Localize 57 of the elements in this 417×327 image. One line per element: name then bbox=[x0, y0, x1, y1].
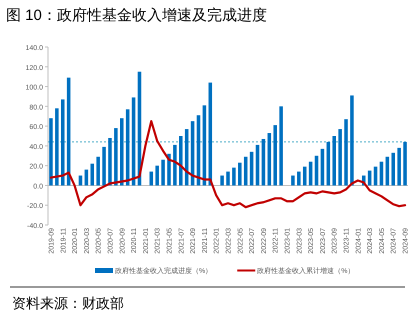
bar bbox=[55, 108, 59, 186]
bar bbox=[66, 78, 70, 186]
bar bbox=[273, 125, 277, 186]
bar bbox=[344, 119, 348, 186]
bar bbox=[326, 142, 330, 186]
bar bbox=[190, 121, 194, 186]
bar bbox=[403, 142, 407, 186]
bar bbox=[226, 172, 230, 186]
bar bbox=[391, 152, 396, 186]
bar bbox=[155, 166, 159, 186]
bar bbox=[250, 152, 254, 186]
bar bbox=[78, 176, 82, 186]
bar bbox=[60, 99, 65, 186]
bar bbox=[279, 106, 283, 186]
bar bbox=[196, 115, 200, 186]
bar bbox=[161, 160, 165, 186]
bar bbox=[132, 97, 136, 186]
bar bbox=[320, 148, 324, 186]
bar bbox=[138, 72, 142, 186]
bar bbox=[202, 105, 206, 186]
bar bbox=[256, 144, 260, 186]
bar bbox=[386, 156, 390, 186]
bar bbox=[374, 166, 378, 186]
bar bbox=[297, 172, 301, 186]
bar bbox=[262, 138, 266, 186]
bar bbox=[90, 164, 94, 186]
bar bbox=[167, 154, 171, 186]
bar bbox=[102, 146, 106, 186]
bar bbox=[338, 129, 342, 186]
bar bbox=[332, 136, 336, 186]
bar bbox=[96, 156, 100, 186]
bar bbox=[308, 162, 312, 186]
bar bbox=[268, 133, 272, 186]
bar bbox=[120, 118, 124, 186]
bar bbox=[184, 129, 188, 186]
bar bbox=[380, 162, 384, 186]
bar bbox=[232, 168, 236, 186]
bar bbox=[350, 95, 354, 186]
bar bbox=[291, 176, 295, 186]
bar bbox=[244, 156, 248, 186]
bar bbox=[84, 170, 88, 186]
bar bbox=[179, 136, 183, 186]
bar bbox=[108, 138, 112, 186]
bar bbox=[173, 144, 177, 186]
chart-title: 图 10：政府性基金收入增速及完成进度 bbox=[6, 7, 267, 24]
bar bbox=[49, 118, 53, 186]
bar bbox=[238, 162, 242, 186]
text: 资料来源：财政部 bbox=[12, 295, 124, 311]
bar bbox=[208, 82, 212, 186]
bar bbox=[126, 109, 130, 186]
bar bbox=[397, 148, 401, 186]
bar bbox=[114, 128, 118, 186]
bar bbox=[302, 166, 306, 186]
bar bbox=[220, 176, 224, 186]
bar bbox=[314, 156, 318, 186]
bar bbox=[150, 172, 154, 186]
bar bbox=[368, 170, 372, 186]
